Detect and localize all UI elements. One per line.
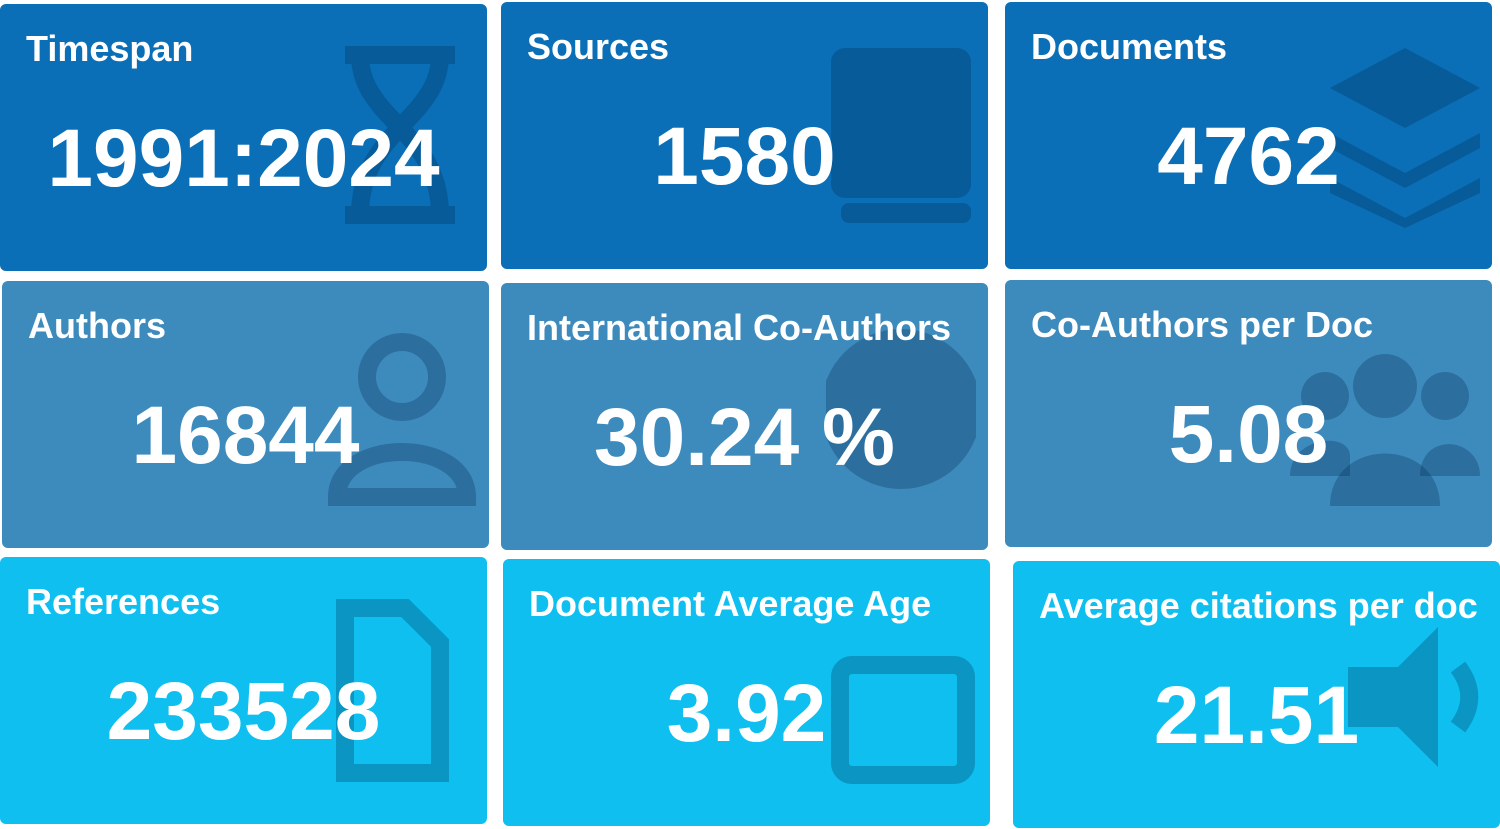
box-value: 1580 [653, 111, 836, 202]
box-title: Documents [1031, 26, 1228, 67]
info-box: Documents 4762 [1005, 2, 1492, 269]
box-title: Document Average Age [529, 583, 932, 624]
box-title: Average citations per doc [1039, 585, 1478, 626]
info-box: Timespan 1991:2024 [0, 4, 487, 271]
volume-icon [1348, 627, 1479, 767]
info-box: Authors 16844 [2, 281, 489, 548]
hourglass-icon [345, 46, 455, 224]
box-title: Timespan [26, 28, 194, 69]
users-icon [1290, 354, 1480, 506]
user-icon [327, 333, 477, 506]
globe-icon [826, 329, 976, 489]
calendar-icon [831, 656, 975, 784]
box-value: 5.08 [1168, 389, 1329, 480]
info-box: Co-Authors per Doc 5.08 [1005, 280, 1492, 547]
box-title: Sources [527, 26, 670, 67]
box-value: 1991:2024 [47, 113, 440, 204]
box-title: References [26, 581, 221, 622]
book-icon [831, 48, 971, 223]
box-value: 30.24 % [594, 392, 895, 483]
box-value: 3.92 [666, 668, 827, 759]
info-box: Average citations per doc 21.51 [1013, 561, 1500, 828]
file-icon [336, 599, 449, 782]
info-box: Document Average Age 3.92 [503, 559, 990, 826]
box-value: 21.51 [1153, 670, 1360, 761]
box-value: 4762 [1157, 111, 1340, 202]
box-value: 16844 [131, 390, 360, 481]
box-title: International Co-Authors [527, 307, 951, 348]
layers-icon [1330, 48, 1480, 228]
info-box: Sources 1580 [501, 2, 988, 269]
box-title: Co-Authors per Doc [1031, 304, 1373, 345]
info-box: References 233528 [0, 557, 487, 824]
box-value: 233528 [106, 666, 381, 757]
info-box: International Co-Authors 30.24 % [501, 283, 988, 550]
box-title: Authors [28, 305, 166, 346]
